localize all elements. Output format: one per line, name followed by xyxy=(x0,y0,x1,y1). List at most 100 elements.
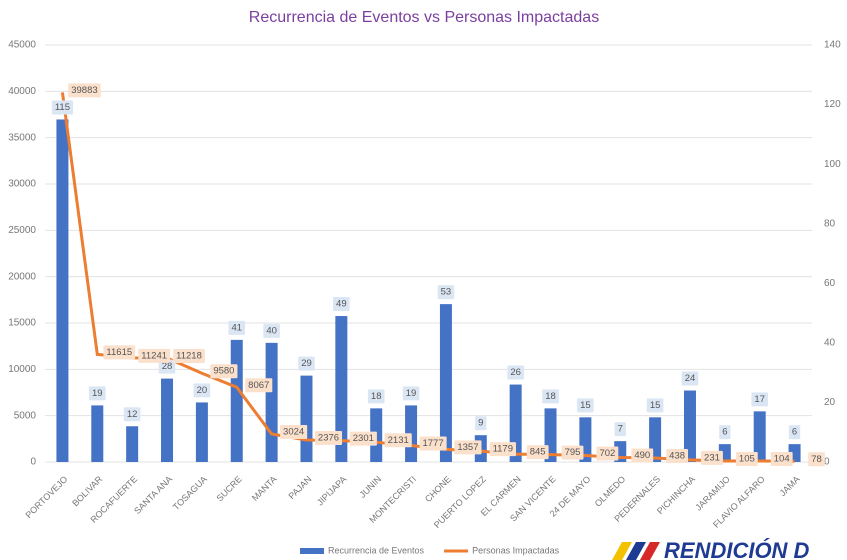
x-tick-label: JIPIJAPA xyxy=(315,474,348,507)
data-label-group: 28 xyxy=(158,359,176,374)
data-label-box xyxy=(437,285,455,300)
y-tick-label: 25000 xyxy=(8,225,36,236)
data-label: 2131 xyxy=(388,435,409,446)
data-label: 845 xyxy=(530,447,546,458)
data-label-box xyxy=(333,297,350,312)
x-tick-label: JAMA xyxy=(778,474,802,498)
y2-tick-label: 140 xyxy=(824,40,841,51)
data-label: 28 xyxy=(162,361,173,372)
chart-title: Recurrencia de Eventos vs Personas Impac… xyxy=(249,9,599,26)
y-tick-label: 5000 xyxy=(14,410,37,421)
legend-swatch xyxy=(300,548,324,554)
data-label-box xyxy=(68,83,101,98)
x-tick-label: BOLIVAR xyxy=(70,474,105,509)
data-label-box xyxy=(526,445,549,460)
data-label-box xyxy=(614,422,626,437)
bar xyxy=(161,378,174,462)
data-label-box xyxy=(123,407,141,422)
data-label: 17 xyxy=(754,394,765,405)
y2-tick-label: 0 xyxy=(824,457,830,468)
data-label-group: 9580 xyxy=(210,364,238,379)
data-label: 702 xyxy=(599,448,615,459)
y2-tick-label: 120 xyxy=(824,99,841,110)
y-tick-label: 35000 xyxy=(8,132,36,143)
data-label-box xyxy=(228,320,246,335)
data-label-group: 26 xyxy=(507,365,524,380)
data-label-group: 105 xyxy=(735,452,758,467)
x-tick-label: PORTOVEJO xyxy=(23,474,69,520)
data-label-box xyxy=(173,349,205,364)
data-label: 18 xyxy=(371,391,382,402)
data-label-group: 24 xyxy=(681,371,699,386)
data-label: 490 xyxy=(634,450,650,461)
data-label-box xyxy=(454,440,482,455)
data-label: 53 xyxy=(441,287,452,298)
x-tick-label: CHONE xyxy=(423,474,453,504)
data-label-group: 490 xyxy=(631,448,654,463)
data-label-box xyxy=(701,450,723,465)
data-label-group: 438 xyxy=(666,448,689,463)
data-label: 41 xyxy=(231,322,242,333)
data-label: 20 xyxy=(197,385,208,396)
data-label-group: 49 xyxy=(333,297,350,312)
data-label-box xyxy=(298,356,315,371)
data-label-group: 11615 xyxy=(103,345,136,360)
data-label-group: 11241 xyxy=(138,348,171,363)
y-tick-label: 10000 xyxy=(8,364,36,375)
data-label-box xyxy=(577,398,594,413)
data-label: 39883 xyxy=(71,85,97,96)
x-tick-label: OLMEDO xyxy=(593,474,628,509)
data-label: 231 xyxy=(704,452,720,463)
data-label: 15 xyxy=(650,400,661,411)
data-label-group: 2131 xyxy=(384,433,412,448)
data-label-group: 40 xyxy=(263,323,280,338)
data-label-group: 6 xyxy=(788,425,801,440)
data-label-group: 1357 xyxy=(454,440,482,455)
y-tick-label: 0 xyxy=(30,457,36,468)
data-label: 9 xyxy=(478,418,483,429)
data-label: 24 xyxy=(685,373,696,384)
data-label-group: 78 xyxy=(808,452,825,467)
y2-tick-label: 20 xyxy=(824,397,836,408)
bar xyxy=(753,411,766,462)
data-label-box xyxy=(402,386,420,401)
x-tick-label: JUNIN xyxy=(357,474,383,500)
data-label-box xyxy=(263,323,280,338)
bar xyxy=(300,375,313,462)
y2-tick-label: 60 xyxy=(824,278,836,289)
data-label-group: 231 xyxy=(701,450,723,465)
data-label-box xyxy=(138,348,171,363)
bar xyxy=(439,304,452,462)
legend-label: Recurrencia de Eventos xyxy=(328,545,425,555)
y2-tick-label: 40 xyxy=(824,337,836,348)
data-label-group: 1179 xyxy=(489,442,517,457)
data-label: 26 xyxy=(510,367,521,378)
data-label: 15 xyxy=(580,400,591,411)
data-label-group: 39883 xyxy=(68,83,101,98)
data-label-group: 17 xyxy=(751,392,768,407)
data-label-group: 2301 xyxy=(349,431,377,446)
data-label-group: 11218 xyxy=(173,349,205,364)
bar xyxy=(91,405,104,462)
data-label: 11218 xyxy=(176,351,202,362)
data-label-box xyxy=(808,452,825,467)
data-label: 3024 xyxy=(283,426,304,437)
data-label-group: 19 xyxy=(402,386,420,401)
bar xyxy=(126,426,139,462)
x-tick-label: TOSAGUA xyxy=(171,474,209,512)
data-label: 49 xyxy=(336,299,347,310)
data-label: 105 xyxy=(739,454,755,465)
data-label: 12 xyxy=(127,409,138,420)
data-label: 9580 xyxy=(213,366,234,377)
data-label-group: 6 xyxy=(719,425,731,440)
data-label-box xyxy=(751,392,768,407)
data-label-box xyxy=(719,425,731,440)
bar xyxy=(195,402,208,462)
data-label-group: 18 xyxy=(542,389,559,404)
data-label-group: 795 xyxy=(561,445,584,460)
data-label: 19 xyxy=(92,388,103,399)
y-tick-label: 40000 xyxy=(8,86,36,97)
data-label-box xyxy=(666,448,689,463)
x-tick-label: MANTA xyxy=(250,474,279,503)
